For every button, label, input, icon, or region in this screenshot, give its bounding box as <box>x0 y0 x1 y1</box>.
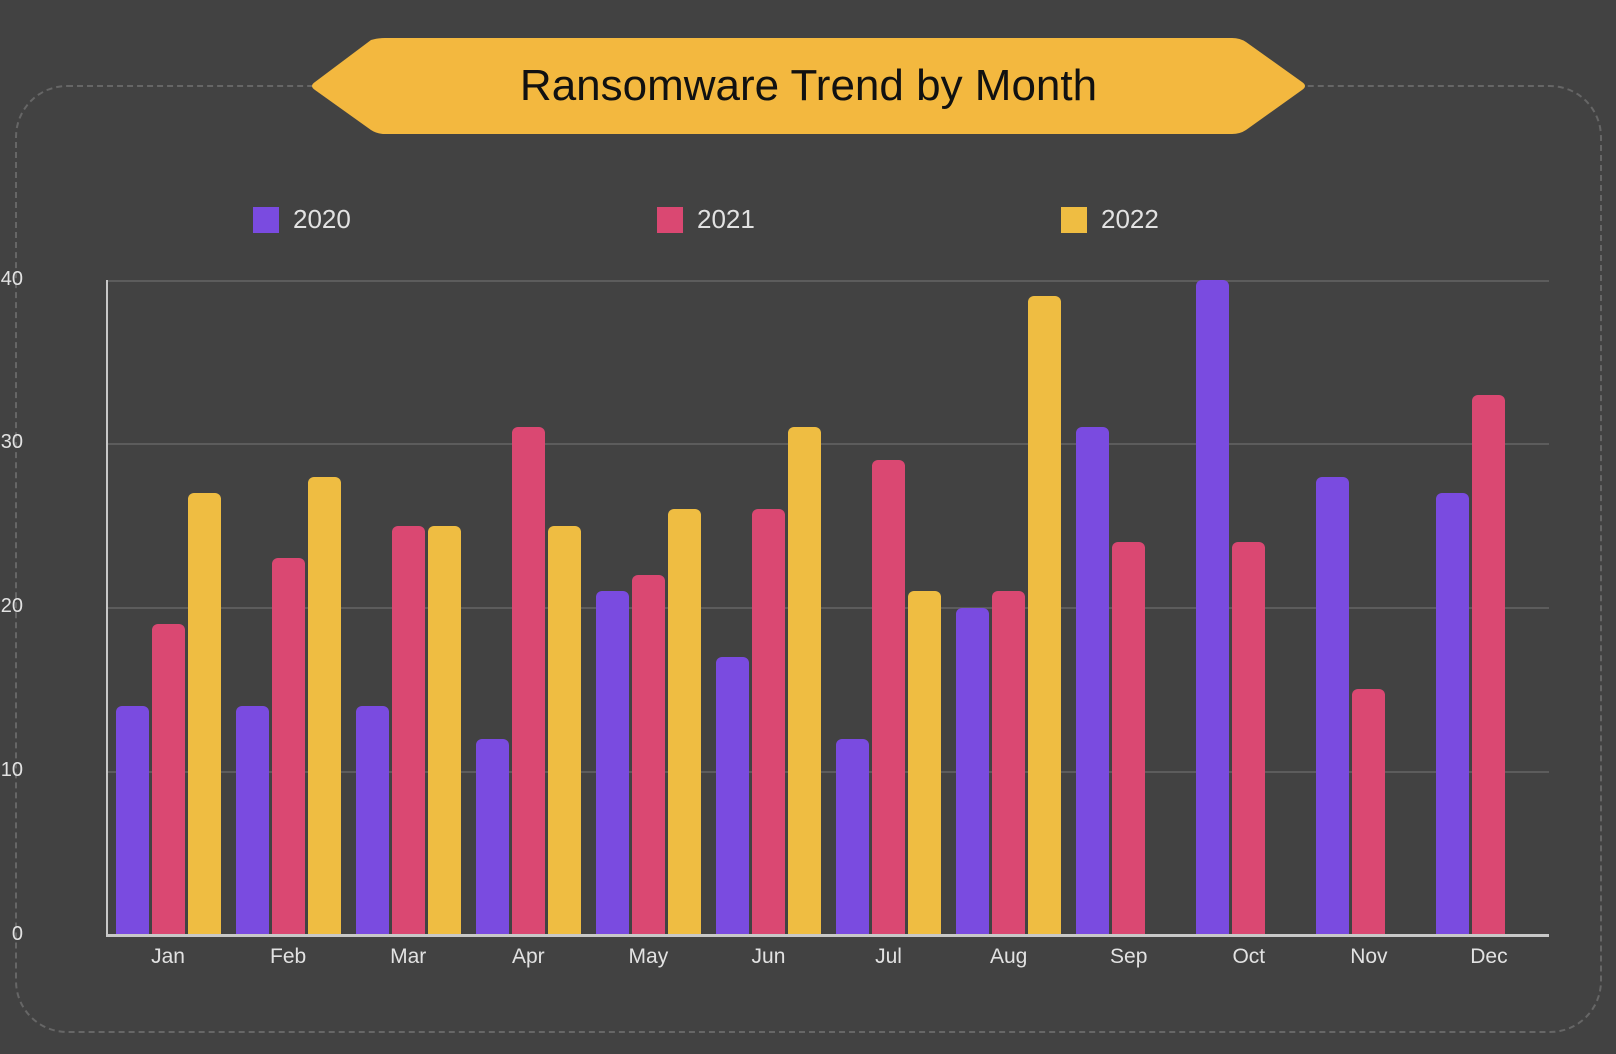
y-tick-20: 20 <box>0 595 23 617</box>
bar-dec-2020[interactable] <box>1436 492 1470 935</box>
y-tick-10: 10 <box>0 759 23 781</box>
bar-group-sep <box>1069 280 1189 935</box>
x-tick-mar: Mar <box>390 945 427 968</box>
bar-apr-2022[interactable] <box>547 525 581 935</box>
banner-shape <box>312 38 1305 134</box>
legend-swatch-2022 <box>1061 206 1087 233</box>
bar-group-jul <box>829 280 949 935</box>
x-tick-nov: Nov <box>1350 945 1388 968</box>
legend-label: 2022 <box>1101 204 1159 234</box>
y-tick-30: 30 <box>0 431 23 453</box>
bar-jun-2022[interactable] <box>787 427 821 935</box>
x-tick-may: May <box>628 945 669 968</box>
bar-jul-2022[interactable] <box>908 591 942 935</box>
bar-nov-2021[interactable] <box>1352 689 1386 935</box>
bar-may-2020[interactable] <box>595 591 629 935</box>
x-tick-oct: Oct <box>1232 945 1266 968</box>
gridline-20 <box>108 607 1549 609</box>
bar-oct-2021[interactable] <box>1232 542 1266 935</box>
y-axis <box>106 280 108 937</box>
bar-may-2021[interactable] <box>631 574 665 935</box>
bar-group-oct <box>1189 280 1309 935</box>
x-axis <box>106 934 1549 937</box>
x-tick-apr: Apr <box>511 945 545 968</box>
legend: 2020 2021 2022 <box>0 204 1616 234</box>
x-tick-feb: Feb <box>270 945 307 968</box>
plot-area: 40 30 20 10 0 <box>1 268 1549 945</box>
legend-item-2020[interactable]: 2020 <box>253 204 351 235</box>
bar-aug-2021[interactable] <box>992 591 1026 935</box>
bar-jun-2020[interactable] <box>715 656 749 935</box>
bar-group-apr <box>468 280 588 935</box>
bar-oct-2020[interactable] <box>1196 280 1230 935</box>
bar-dec-2021[interactable] <box>1472 394 1506 935</box>
legend-swatch-2020 <box>253 206 279 233</box>
bar-aug-2022[interactable] <box>1028 296 1062 935</box>
bar-jul-2021[interactable] <box>872 460 906 935</box>
bar-mar-2021[interactable] <box>391 525 425 935</box>
x-tick-jul: Jul <box>875 945 902 968</box>
bar-group-may <box>588 280 708 935</box>
bar-group-jan <box>108 280 228 935</box>
x-tick-aug: Aug <box>989 945 1028 968</box>
legend-label: 2020 <box>293 204 351 234</box>
bar-jun-2021[interactable] <box>751 509 785 935</box>
bar-aug-2020[interactable] <box>956 607 990 935</box>
y-tick-0: 0 <box>11 923 23 945</box>
bar-group-nov <box>1309 280 1429 935</box>
gridline-30 <box>108 443 1549 445</box>
bar-group-jun <box>708 280 828 935</box>
legend-item-2021[interactable]: 2021 <box>657 204 755 235</box>
gridline-40 <box>108 280 1549 282</box>
bar-sep-2020[interactable] <box>1076 427 1110 935</box>
bar-may-2022[interactable] <box>667 509 701 935</box>
bar-jan-2021[interactable] <box>151 623 185 935</box>
bar-mar-2022[interactable] <box>427 525 461 935</box>
bar-apr-2020[interactable] <box>475 738 509 935</box>
title-banner: Ransomware Trend by Month <box>311 38 1306 134</box>
chart-title: Ransomware Trend by Month <box>519 61 1098 110</box>
bar-jul-2020[interactable] <box>836 738 870 935</box>
bar-apr-2021[interactable] <box>511 427 545 935</box>
bar-feb-2020[interactable] <box>235 705 269 935</box>
x-tick-sep: Sep <box>1110 945 1148 968</box>
bar-sep-2021[interactable] <box>1112 542 1146 935</box>
legend-label: 2021 <box>697 204 755 234</box>
gridline-10 <box>108 771 1549 773</box>
bar-group-feb <box>228 280 348 935</box>
x-tick-jan: Jan <box>151 945 185 968</box>
bar-group-mar <box>348 280 468 935</box>
legend-swatch-2021 <box>657 206 683 233</box>
bar-group-aug <box>949 280 1069 935</box>
bar-jan-2022[interactable] <box>187 492 221 935</box>
bar-jan-2020[interactable] <box>115 705 149 935</box>
x-tick-jun: Jun <box>751 945 786 968</box>
bar-nov-2020[interactable] <box>1316 476 1350 935</box>
bar-feb-2021[interactable] <box>271 558 305 935</box>
bar-mar-2020[interactable] <box>355 705 389 935</box>
legend-item-2022[interactable]: 2022 <box>1061 204 1159 235</box>
bar-group-dec <box>1429 280 1549 935</box>
y-tick-40: 40 <box>0 268 23 290</box>
bar-feb-2022[interactable] <box>307 476 341 935</box>
x-tick-dec: Dec <box>1470 945 1508 968</box>
